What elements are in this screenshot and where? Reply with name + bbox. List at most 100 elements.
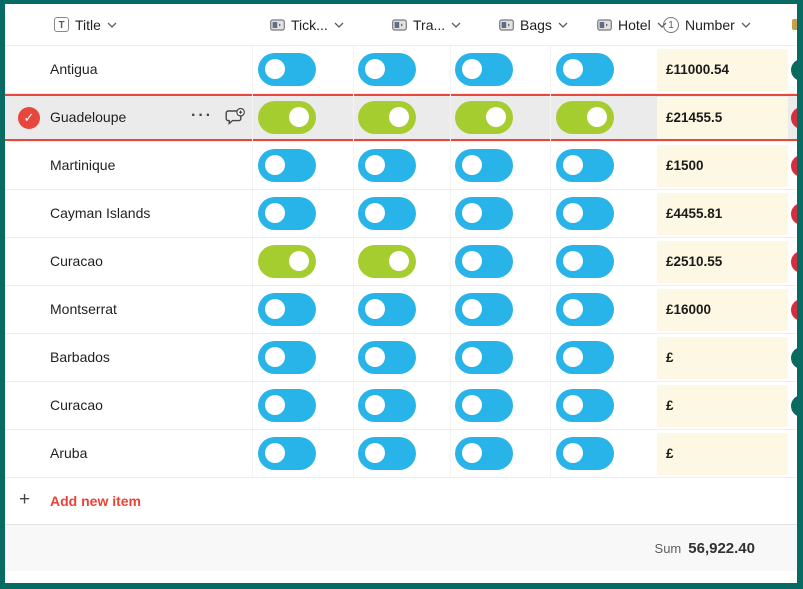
toggle-hotel[interactable] [556, 53, 614, 86]
table-row[interactable]: ✓ Aruba ··· £ [5, 430, 797, 478]
toggle-knob [289, 107, 309, 127]
column-divider [353, 238, 354, 285]
toggle-bags[interactable] [455, 293, 513, 326]
number-cell[interactable]: £21455.5 [657, 97, 788, 139]
table-row[interactable]: ✓ Curacao ··· £ [5, 382, 797, 430]
toggle-tra[interactable] [358, 149, 416, 182]
column-divider [353, 430, 354, 477]
column-divider [252, 46, 253, 93]
row-title[interactable]: Antigua [50, 61, 98, 77]
toggle-bags[interactable] [455, 53, 513, 86]
row-title[interactable]: Barbados [50, 349, 110, 365]
column-divider [550, 94, 551, 141]
status-indicator [791, 107, 797, 129]
number-cell[interactable]: £ [657, 337, 788, 379]
toggle-bags[interactable] [455, 341, 513, 374]
toggle-hotel[interactable] [556, 341, 614, 374]
toggle-tra[interactable] [358, 293, 416, 326]
toggle-tick[interactable] [258, 197, 316, 230]
column-divider [550, 430, 551, 477]
toggle-hotel[interactable] [556, 245, 614, 278]
toggle-bags[interactable] [455, 101, 513, 134]
table-row[interactable]: ✓ Montserrat ··· £16000 [5, 286, 797, 334]
table-row[interactable]: ✓ Martinique ··· £1500 [5, 142, 797, 190]
number-cell[interactable]: £ [657, 385, 788, 427]
toggle-knob [486, 107, 506, 127]
row-title[interactable]: Curacao [50, 397, 103, 413]
column-header-label: Tra... [413, 16, 446, 33]
row-actions-ellipsis-icon[interactable]: ··· [191, 107, 213, 124]
column-divider [550, 190, 551, 237]
toggle-hotel[interactable] [556, 437, 614, 470]
toggle-tick[interactable] [258, 101, 316, 134]
table-row[interactable]: ✓ Curacao ··· £2510.55 [5, 238, 797, 286]
toggle-bags[interactable] [455, 245, 513, 278]
column-header-tra[interactable]: Tra... [392, 4, 461, 45]
table-row[interactable]: ✓ Barbados ··· £ [5, 334, 797, 382]
toggle-tick[interactable] [258, 341, 316, 374]
toggle-knob [462, 59, 482, 79]
toggle-tra[interactable] [358, 245, 416, 278]
add-comment-icon[interactable] [225, 107, 246, 132]
toggle-knob [462, 443, 482, 463]
number-cell[interactable]: £1500 [657, 145, 788, 187]
toggle-tra[interactable] [358, 389, 416, 422]
list-view: T Title Tick... Tra... Bags Hote [5, 4, 797, 583]
column-header-number[interactable]: 1 Number [663, 4, 751, 45]
toggle-tick[interactable] [258, 437, 316, 470]
toggle-knob [265, 395, 285, 415]
row-title[interactable]: Montserrat [50, 301, 117, 317]
column-divider [450, 190, 451, 237]
status-indicator [791, 395, 797, 417]
number-cell[interactable]: £2510.55 [657, 241, 788, 283]
table-row[interactable]: ✓ Antigua ··· £11000.54 [5, 46, 797, 94]
toggle-knob [462, 251, 482, 271]
number-cell[interactable]: £ [657, 433, 788, 475]
column-header-bags[interactable]: Bags [499, 4, 568, 45]
toggle-hotel[interactable] [556, 197, 614, 230]
toggle-tick[interactable] [258, 245, 316, 278]
toggle-knob [462, 155, 482, 175]
toggle-knob [265, 347, 285, 367]
column-divider [353, 46, 354, 93]
toggle-bags[interactable] [455, 149, 513, 182]
column-header-tick[interactable]: Tick... [270, 4, 344, 45]
toggle-tra[interactable] [358, 101, 416, 134]
add-new-item-button[interactable]: + Add new item [5, 478, 797, 524]
toggle-tick[interactable] [258, 53, 316, 86]
row-title[interactable]: Cayman Islands [50, 205, 151, 221]
toggle-hotel[interactable] [556, 293, 614, 326]
toggle-knob [265, 59, 285, 79]
toggle-tra[interactable] [358, 437, 416, 470]
plus-icon: + [19, 489, 31, 510]
row-selected-check-icon[interactable]: ✓ [18, 107, 40, 129]
toggle-tra[interactable] [358, 53, 416, 86]
toggle-hotel[interactable] [556, 389, 614, 422]
toggle-knob [563, 395, 583, 415]
row-title[interactable]: Curacao [50, 253, 103, 269]
number-cell[interactable]: £4455.81 [657, 193, 788, 235]
toggle-tra[interactable] [358, 341, 416, 374]
toggle-knob [563, 251, 583, 271]
toggle-hotel[interactable] [556, 149, 614, 182]
row-title[interactable]: Aruba [50, 445, 88, 461]
table-row[interactable]: ✓ Cayman Islands ··· £4455.81 [5, 190, 797, 238]
number-cell[interactable]: £16000 [657, 289, 788, 331]
number-cell[interactable]: £11000.54 [657, 49, 788, 91]
toggle-hotel[interactable] [556, 101, 614, 134]
column-header-title[interactable]: T Title [54, 4, 117, 45]
column-header-hotel[interactable]: Hotel [597, 4, 667, 45]
table-row[interactable]: ✓ Guadeloupe ··· £21455.5 [5, 94, 797, 142]
row-title[interactable]: Guadeloupe [50, 109, 127, 125]
yesno-column-icon [270, 18, 285, 31]
yesno-column-icon [392, 18, 407, 31]
toggle-bags[interactable] [455, 437, 513, 470]
toggle-bags[interactable] [455, 389, 513, 422]
toggle-knob [365, 299, 385, 319]
toggle-tick[interactable] [258, 389, 316, 422]
toggle-tra[interactable] [358, 197, 416, 230]
row-title[interactable]: Martinique [50, 157, 116, 173]
toggle-tick[interactable] [258, 293, 316, 326]
toggle-tick[interactable] [258, 149, 316, 182]
toggle-bags[interactable] [455, 197, 513, 230]
